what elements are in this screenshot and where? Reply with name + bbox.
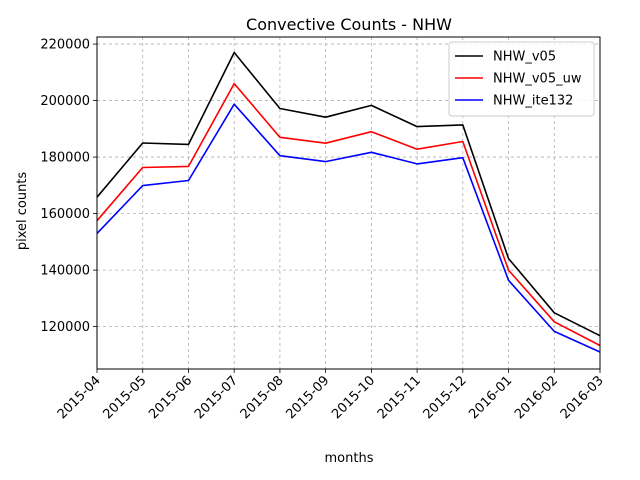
- chart-title: Convective Counts - NHW: [246, 15, 452, 34]
- legend-label: NHW_ite132: [493, 94, 573, 109]
- legend: NHW_v05 NHW_v05_uw NHW_ite132: [448, 41, 595, 117]
- y-tick-label: 200000: [40, 94, 90, 109]
- y-tick-label: 220000: [40, 38, 90, 53]
- x-axis-label: months: [325, 451, 374, 466]
- legend-label: NHW_v05: [493, 50, 556, 65]
- y-tick-label: 120000: [40, 320, 90, 335]
- y-tick-label: 140000: [40, 264, 90, 279]
- plot-frame: [96, 36, 601, 370]
- y-tick-label: 180000: [40, 151, 90, 166]
- legend-label: NHW_v05_uw: [493, 72, 582, 87]
- y-tick-label: 160000: [40, 207, 90, 222]
- series-line-nhw-v05: [96, 51, 601, 337]
- series-line-nhw-ite132: [96, 103, 601, 353]
- legend-box: [448, 41, 595, 117]
- series-line-nhw-v05-uw: [96, 82, 601, 347]
- y-axis-label: pixel counts: [15, 172, 30, 251]
- series-layer: [96, 51, 601, 353]
